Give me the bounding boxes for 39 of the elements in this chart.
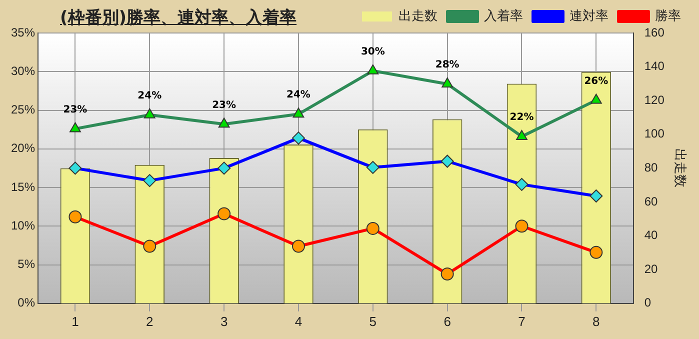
y2-tick-label: 20 [644,262,658,276]
y2-tick-label: 0 [644,296,652,310]
y-tick-label: 15% [10,180,36,194]
y-tick-label: 35% [10,25,36,40]
legend-label: 連対率 [570,8,608,24]
data-label: 30% [360,46,385,58]
y-tick-label: 25% [10,102,36,117]
y2-tick-label: 40 [644,228,658,242]
y2-tick-label: 60 [644,194,658,208]
y2-tick-label: 160 [644,25,665,40]
y-tick-label: 10% [10,218,36,232]
data-label: 24% [286,90,310,101]
legend-label: 出走数 [398,8,438,24]
x-tick-label: 1 [72,314,79,329]
y2-tick-label: 80 [644,160,658,175]
data-label: 26% [584,76,608,87]
x-tick-label: 5 [369,314,377,329]
data-label: 23% [212,100,236,111]
y2-axis-title: 出走数 [672,148,687,188]
data-label: 28% [435,60,460,71]
y-tick-label: 30% [10,64,36,78]
legend-label: 勝率 [655,8,681,24]
y-tick-label: 20% [10,141,36,156]
x-tick-label: 4 [294,314,302,329]
data-label: 22% [510,112,534,124]
y2-tick-label: 140 [644,59,665,74]
chart-title: (枠番別)勝率、連対率、入着率 [60,7,297,29]
y-tick-label: 5% [18,257,36,272]
x-tick-label: 6 [444,314,451,329]
x-tick-label: 3 [220,314,228,329]
y-tick-label: 0% [18,296,36,310]
legend-label: 入着率 [484,8,523,24]
x-tick-label: 2 [146,314,154,329]
data-label: 23% [63,104,88,116]
data-label: 24% [138,90,162,102]
x-tick-label: 7 [518,314,526,329]
x-tick-label: 8 [592,314,600,329]
y2-tick-label: 100 [644,126,665,141]
y2-tick-label: 120 [644,92,665,107]
